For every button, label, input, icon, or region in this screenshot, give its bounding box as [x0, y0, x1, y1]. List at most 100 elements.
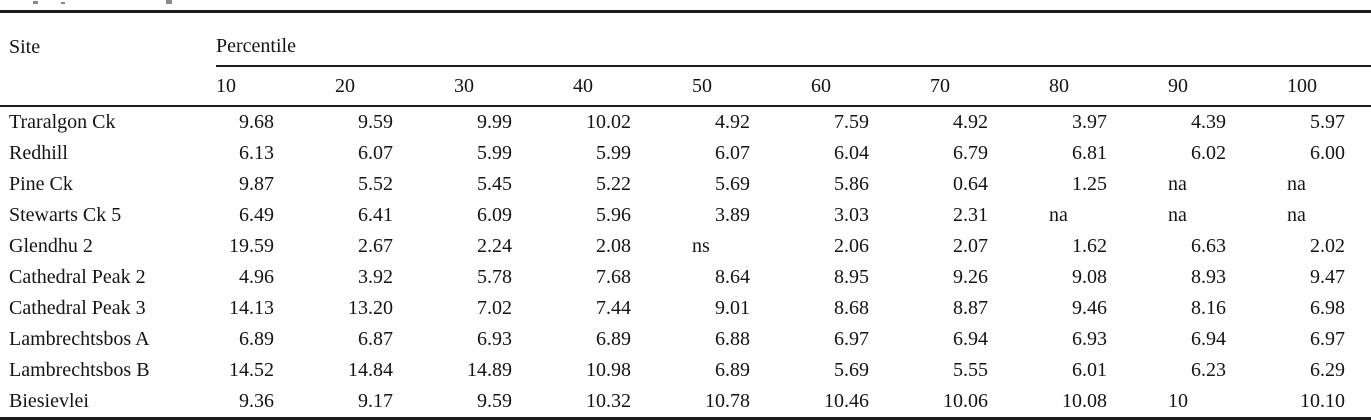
cell-value: 9.59 — [358, 111, 393, 133]
cell-value: 10.46 — [824, 390, 869, 412]
value-cell: 5.99 — [454, 138, 573, 169]
value-cell: 6.00 — [1287, 138, 1371, 169]
value-cell: 5.69 — [811, 355, 930, 386]
value-cell: 6.13 — [216, 138, 335, 169]
value-cell: 9.36 — [216, 386, 335, 419]
value-cell: 9.17 — [335, 386, 454, 419]
site-name: Redhill — [9, 142, 68, 164]
cell-value: 3.03 — [834, 204, 869, 226]
cell-value: 6.94 — [953, 328, 988, 350]
cell-value: 8.16 — [1191, 297, 1226, 319]
value-cell: 2.08 — [573, 231, 692, 262]
value-cell: 5.78 — [454, 262, 573, 293]
value-cell: 6.09 — [454, 200, 573, 231]
value-cell: na — [1168, 200, 1287, 231]
cell-value: 5.99 — [596, 142, 631, 164]
value-cell: 9.68 — [216, 106, 335, 138]
cell-value: 4.92 — [715, 111, 750, 133]
cell-value: 8.95 — [834, 266, 869, 288]
cell-value: 8.64 — [715, 266, 750, 288]
value-cell: 1.62 — [1049, 231, 1168, 262]
value-cell: 6.81 — [1049, 138, 1168, 169]
site-name: Biesievlei — [9, 390, 89, 412]
table-body: Traralgon Ck 9.68 9.59 9.99 10.02 4.92 7.59 4.9… — [0, 106, 1371, 419]
table-row: Cathedral Peak 2 4.96 3.92 5.78 7.68 8.64 8.95… — [0, 262, 1371, 293]
cell-value: 2.06 — [834, 235, 869, 257]
value-cell: 8.87 — [930, 293, 1049, 324]
cell-value: 8.68 — [834, 297, 869, 319]
cell-value: 6.93 — [477, 328, 512, 350]
value-cell: 9.59 — [335, 106, 454, 138]
cell-value: 6.88 — [715, 328, 750, 350]
cell-value: 10.98 — [586, 359, 631, 381]
value-cell: 2.67 — [335, 231, 454, 262]
cell-value: 6.09 — [477, 204, 512, 226]
table-row: Redhill 6.13 6.07 5.99 5.99 6.07 6.04 6.79 6.81 6… — [0, 138, 1371, 169]
cell-value: 7.68 — [596, 266, 631, 288]
cell-value: 14.52 — [229, 359, 274, 381]
cell-value: 9.08 — [1072, 266, 1107, 288]
value-cell: 4.39 — [1168, 106, 1287, 138]
cell-value: 7.44 — [596, 297, 631, 319]
cell-value: 19.59 — [229, 235, 274, 257]
cell-value: na — [1287, 173, 1306, 195]
cell-value: 14.13 — [229, 297, 274, 319]
value-cell: 10.10 — [1287, 386, 1371, 419]
table-header: Site Percentile 10 20 30 40 50 60 70 80 … — [0, 11, 1371, 107]
site-name: Glendhu 2 — [9, 235, 93, 257]
cell-value: 10.10 — [1300, 390, 1345, 412]
value-cell: 5.69 — [692, 169, 811, 200]
site-name: Pine Ck — [9, 173, 73, 195]
value-cell: 10.78 — [692, 386, 811, 419]
value-cell: 7.02 — [454, 293, 573, 324]
value-cell: 6.01 — [1049, 355, 1168, 386]
cell-value: 14.89 — [467, 359, 512, 381]
value-cell: 8.93 — [1168, 262, 1287, 293]
cell-value: 6.23 — [1191, 359, 1226, 381]
value-cell: 5.97 — [1287, 106, 1371, 138]
percentile-group-header: Percentile — [216, 11, 1371, 67]
table-row: Biesievlei 9.36 9.17 9.59 10.32 10.78 10.46 10.… — [0, 386, 1371, 419]
cell-value: ns — [692, 235, 710, 257]
percentile-subheader-row: 10 20 30 40 50 60 70 80 90 100 — [0, 66, 1371, 107]
cell-value: 5.99 — [477, 142, 512, 164]
value-cell: 6.07 — [335, 138, 454, 169]
value-cell: 5.96 — [573, 200, 692, 231]
value-cell: 10.06 — [930, 386, 1049, 419]
empty-header-cell — [0, 66, 216, 107]
value-cell: 4.92 — [692, 106, 811, 138]
value-cell: 6.97 — [811, 324, 930, 355]
cell-value: 3.92 — [358, 266, 393, 288]
value-cell: 9.99 — [454, 106, 573, 138]
value-cell: 6.41 — [335, 200, 454, 231]
value-cell: 6.07 — [692, 138, 811, 169]
value-cell: 6.29 — [1287, 355, 1371, 386]
cell-value: 5.52 — [358, 173, 393, 195]
value-cell: 9.08 — [1049, 262, 1168, 293]
cell-value: na — [1168, 204, 1187, 226]
cell-value: 1.25 — [1072, 173, 1107, 195]
value-cell: 5.52 — [335, 169, 454, 200]
cell-value: 9.01 — [715, 297, 750, 319]
cell-value: 6.01 — [1072, 359, 1107, 381]
cell-value: 0.64 — [953, 173, 988, 195]
cell-value: 9.36 — [239, 390, 274, 412]
percentile-column-header: 20 — [335, 66, 454, 107]
site-column-header: Site — [9, 36, 41, 58]
cell-value: 14.84 — [348, 359, 393, 381]
value-cell: 5.22 — [573, 169, 692, 200]
cell-value: 10.06 — [943, 390, 988, 412]
value-cell: 6.02 — [1168, 138, 1287, 169]
cell-value: 6.49 — [239, 204, 274, 226]
value-cell: 6.49 — [216, 200, 335, 231]
cell-value: 9.26 — [953, 266, 988, 288]
cell-value: 8.93 — [1191, 266, 1226, 288]
value-cell: 5.99 — [573, 138, 692, 169]
cell-value: na — [1287, 204, 1306, 226]
value-cell: 1.25 — [1049, 169, 1168, 200]
cell-value: 9.87 — [239, 173, 274, 195]
cell-value: 5.45 — [477, 173, 512, 195]
value-cell: 9.87 — [216, 169, 335, 200]
cell-value: 6.07 — [715, 142, 750, 164]
cell-value: 9.59 — [477, 390, 512, 412]
